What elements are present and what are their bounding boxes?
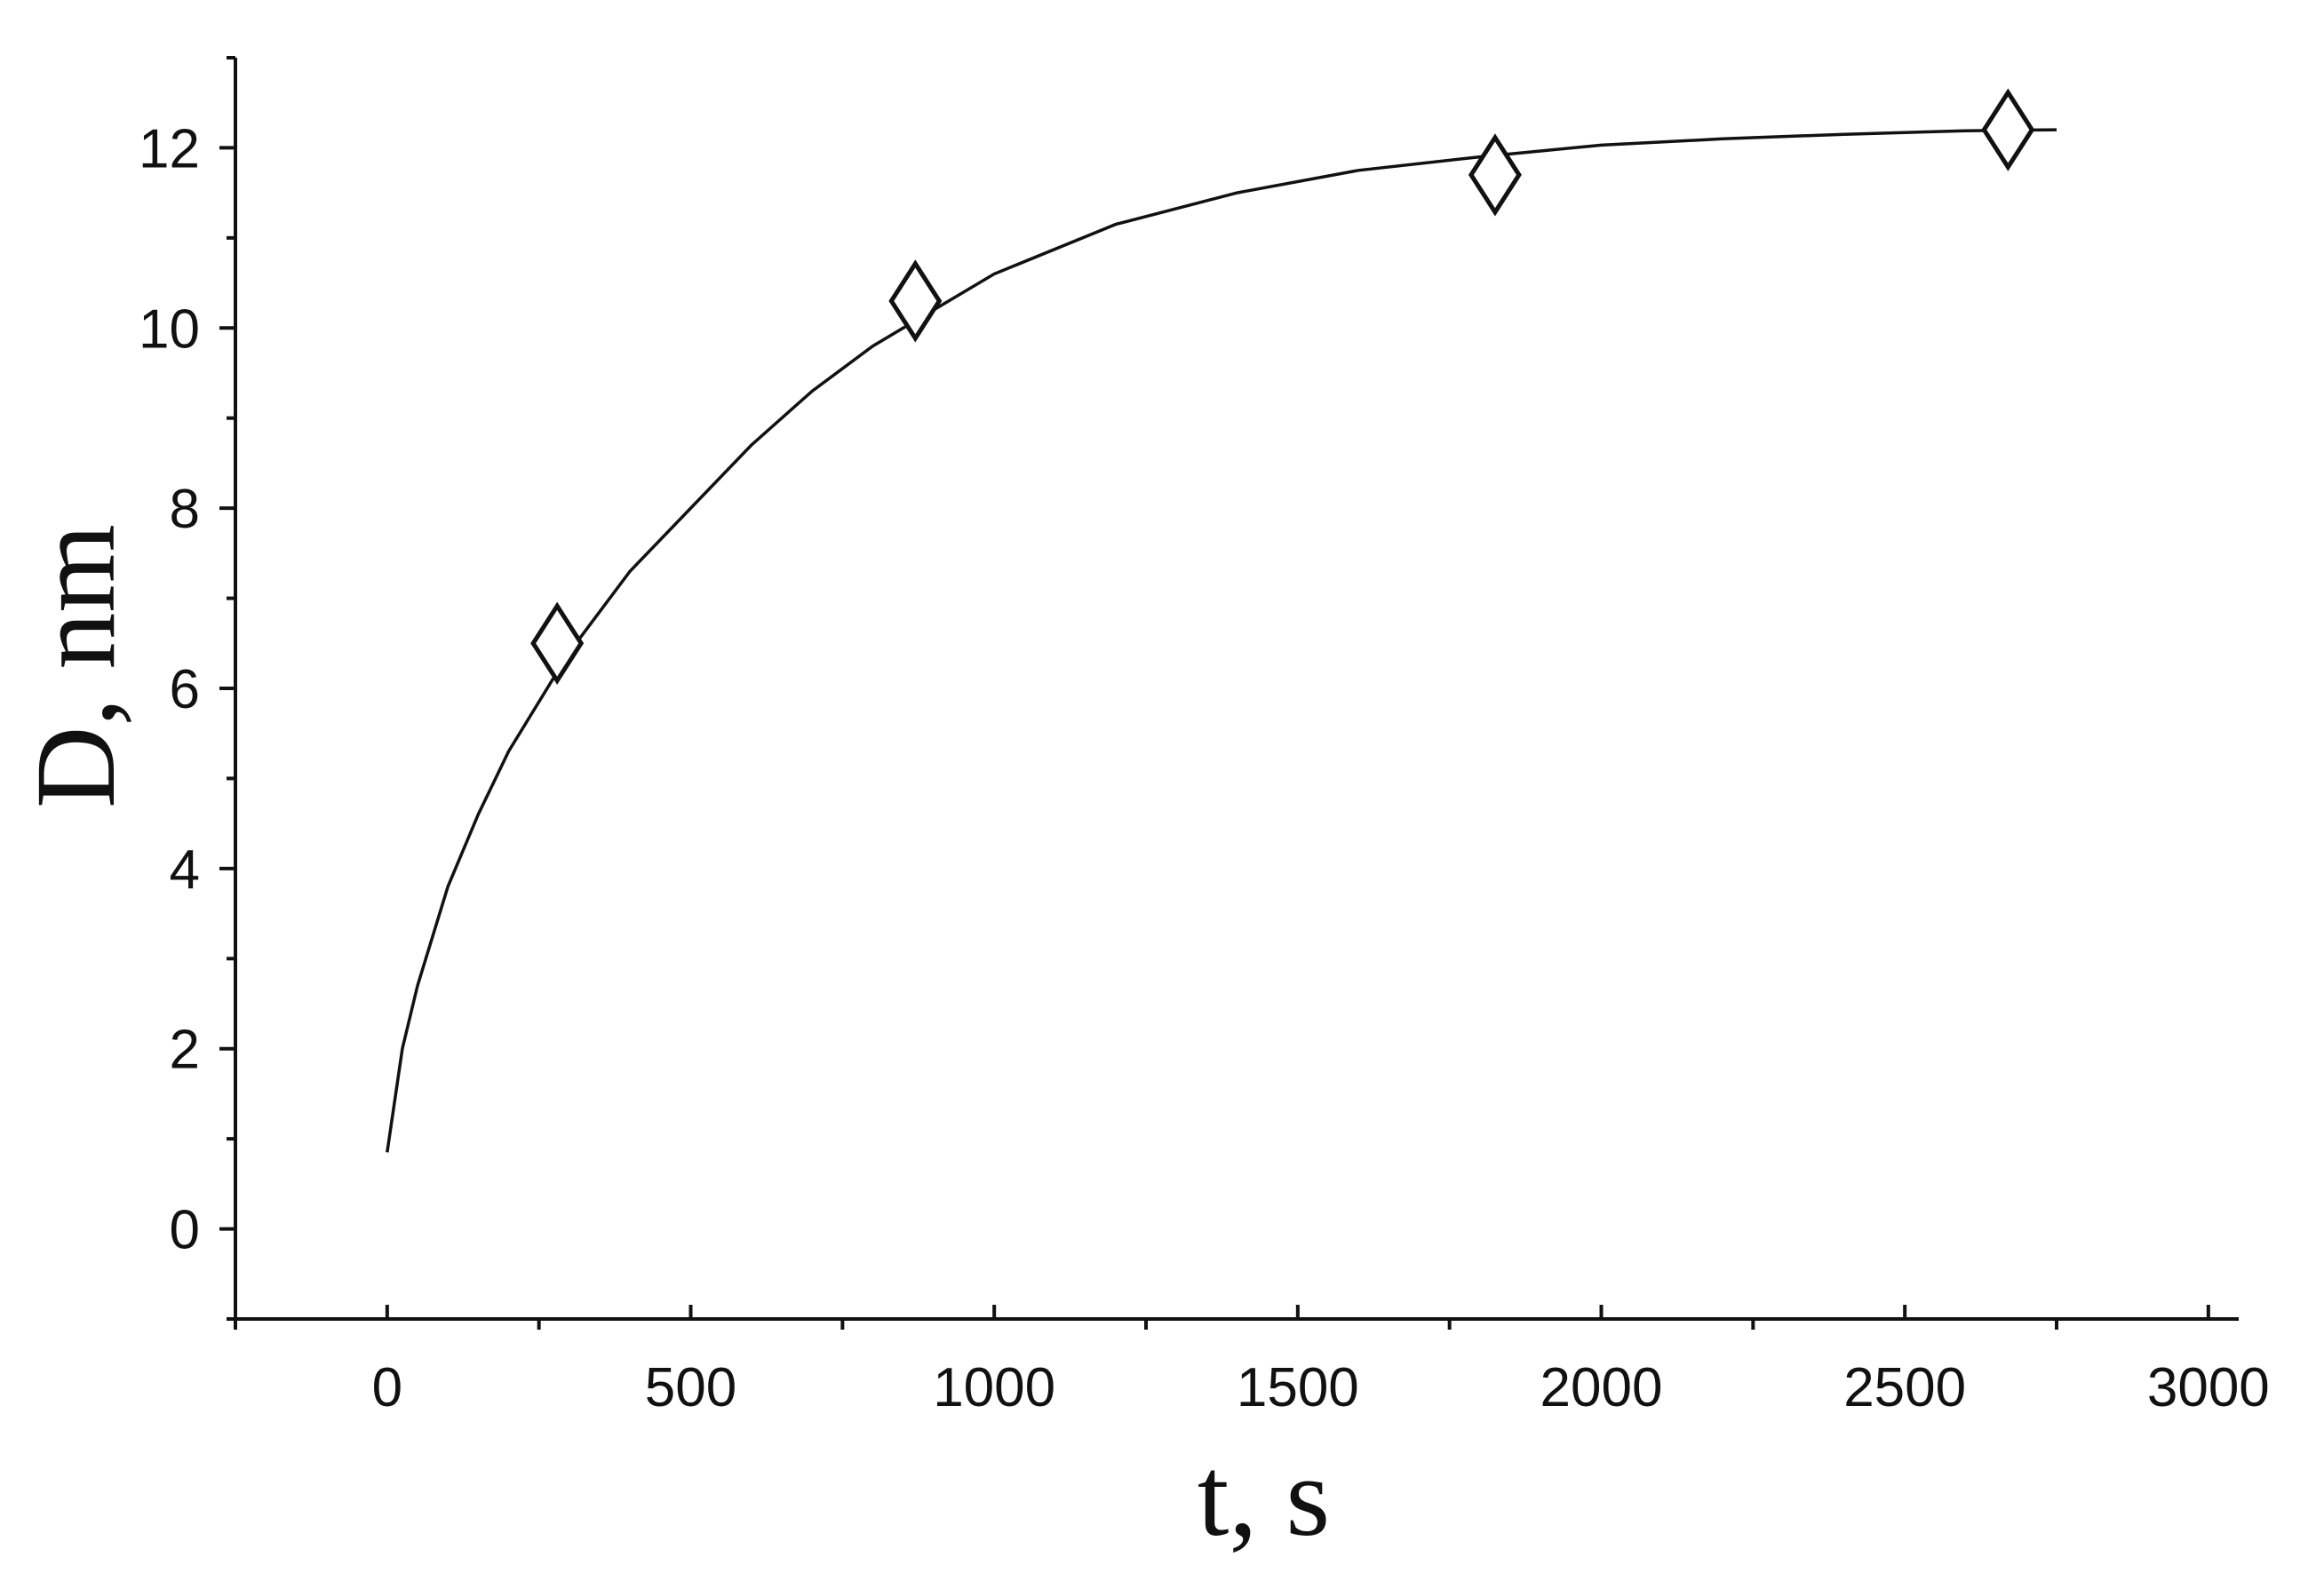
diamond-marker xyxy=(1468,133,1522,217)
diamond-marker xyxy=(530,601,585,685)
y-tick-label: 12 xyxy=(139,118,200,179)
data-markers xyxy=(530,88,2035,685)
y-tick-label: 2 xyxy=(170,1020,200,1081)
diamond-marker xyxy=(888,259,943,343)
x-tick-label: 2000 xyxy=(1540,1357,1663,1418)
x-axis-label: t, s xyxy=(1198,1434,1330,1560)
x-tick-label: 1500 xyxy=(1237,1357,1359,1418)
x-tick-label: 0 xyxy=(372,1357,402,1418)
x-tick-label: 3000 xyxy=(2147,1357,2270,1418)
y-tick-label: 0 xyxy=(170,1200,200,1261)
ticks: 0 2 4 6 8 10 12 0 500 1000 1500 2000 2500 3000 xyxy=(139,56,2270,1418)
y-tick-label: 4 xyxy=(170,839,200,901)
fit-curve xyxy=(386,128,2057,1153)
x-tick-label: 500 xyxy=(645,1357,736,1418)
y-tick-label: 8 xyxy=(170,479,200,540)
x-tick-label: 1000 xyxy=(933,1357,1055,1418)
y-tick-label: 10 xyxy=(139,298,200,360)
diamond-marker xyxy=(1981,88,2035,171)
x-tick-label: 2500 xyxy=(1843,1357,1966,1418)
axes xyxy=(234,58,2239,1321)
fit-curve-layer xyxy=(386,128,2057,1153)
y-tick-label: 6 xyxy=(170,659,200,720)
y-axis-label: D, nm xyxy=(12,524,139,808)
